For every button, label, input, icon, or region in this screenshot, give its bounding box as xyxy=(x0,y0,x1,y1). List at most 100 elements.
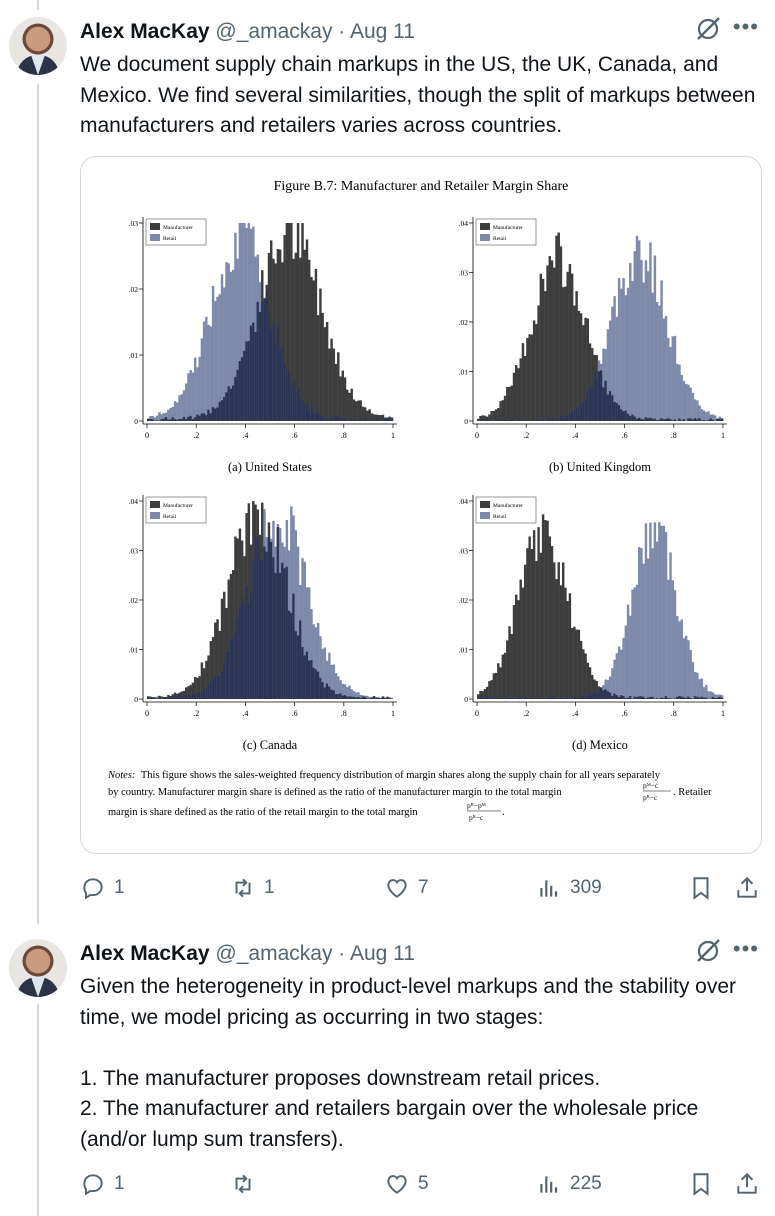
overlap-bar xyxy=(689,418,692,421)
tweet-date[interactable]: Aug 11 xyxy=(349,942,415,965)
overlap-bar xyxy=(541,419,545,421)
overlap-bar xyxy=(702,419,706,421)
overlap-bar xyxy=(586,390,590,421)
overlap-bar xyxy=(546,696,549,699)
like-button[interactable]: 5 xyxy=(384,1168,429,1200)
retail-bar xyxy=(339,680,342,699)
overlap-bar xyxy=(698,418,701,421)
overlap-bar xyxy=(350,419,353,421)
y-tick-label: .01 xyxy=(129,351,139,360)
x-tick-label: 0 xyxy=(145,709,149,718)
manufacturer-bar xyxy=(494,409,498,421)
manufacturer-bar xyxy=(530,548,534,699)
retail-bar xyxy=(316,622,320,699)
views-button[interactable]: 225 xyxy=(536,1168,602,1200)
overlap-bar xyxy=(617,696,621,699)
more-icon[interactable]: ••• xyxy=(732,936,759,961)
retail-bar xyxy=(319,636,322,699)
reply-button[interactable]: 1 xyxy=(80,1168,125,1200)
author-name[interactable]: Alex MacKay xyxy=(80,942,210,965)
manufacturer-bar xyxy=(506,640,509,699)
manufacturer-bar xyxy=(479,416,482,421)
overlap-bar xyxy=(196,414,199,421)
retweet-icon xyxy=(235,1174,251,1194)
overlap-bar xyxy=(310,660,313,699)
overlap-bar xyxy=(523,696,527,699)
overlap-bar xyxy=(548,418,551,421)
share-button[interactable] xyxy=(734,1168,760,1200)
manufacturer-bar xyxy=(187,686,190,699)
manufacturer-bar xyxy=(575,291,578,421)
x-tick-label: 1 xyxy=(721,709,725,718)
retail-bar xyxy=(671,580,674,699)
manufacturer-bar xyxy=(564,286,567,421)
views-icon xyxy=(540,1176,558,1193)
retail-bar xyxy=(687,384,690,421)
overlap-bar xyxy=(176,419,179,421)
retail-bar xyxy=(209,326,213,421)
manufacturer-bar xyxy=(388,697,391,699)
bookmark-button[interactable] xyxy=(688,872,714,904)
overlap-bar xyxy=(586,694,590,699)
avatar[interactable] xyxy=(9,939,67,997)
avatar[interactable] xyxy=(9,17,67,75)
legend-swatch-manufacturer xyxy=(480,223,490,230)
manufacturer-bar xyxy=(198,676,201,699)
retail-bar xyxy=(658,305,661,421)
overlap-bar xyxy=(700,696,704,699)
bookmark-button[interactable] xyxy=(688,1168,714,1200)
tweet-image[interactable]: Figure B.7: Manufacturer and Retailer Ma… xyxy=(80,156,762,854)
overlap-bar xyxy=(490,696,493,699)
reply-icon xyxy=(83,1174,103,1196)
overlap-bar xyxy=(384,698,387,699)
retweet-button[interactable]: 1 xyxy=(230,872,275,904)
author-handle[interactable]: @_amackay xyxy=(215,942,333,965)
overlap-bar xyxy=(673,698,677,699)
manufacturer-bar xyxy=(555,235,558,421)
retail-bar xyxy=(608,676,612,699)
manufacturer-bar xyxy=(499,667,502,699)
retail-bar xyxy=(359,694,362,699)
figure-notes-line2: by country. Manufacturer margin share is… xyxy=(108,787,562,798)
overlap-bar xyxy=(209,681,213,699)
manufacturer-bar xyxy=(539,552,543,699)
share-button[interactable] xyxy=(734,872,760,904)
tweet-date[interactable]: Aug 11 xyxy=(349,20,415,43)
like-button[interactable]: 7 xyxy=(384,872,429,904)
retail-bar xyxy=(332,664,336,699)
x-tick-label: 0 xyxy=(475,431,479,440)
tweet[interactable]: Alex MacKay @_amackay · Aug 11 ••• Given… xyxy=(0,922,775,1216)
overlap-bar xyxy=(147,418,150,421)
more-icon[interactable]: ••• xyxy=(732,14,759,39)
manufacturer-bar xyxy=(211,637,215,699)
retail-bar xyxy=(626,604,630,699)
retail-bar xyxy=(238,223,242,421)
retail-bar xyxy=(673,335,677,421)
overlap-bar xyxy=(366,420,369,421)
overlap-bar xyxy=(682,697,686,699)
tweet[interactable]: Alex MacKay @_amackay · Aug 11 ••• We do… xyxy=(0,0,775,924)
retweet-button[interactable] xyxy=(230,1168,264,1200)
overlap-bar xyxy=(693,418,697,421)
manufacturer-bar xyxy=(508,386,511,421)
overlap-bar xyxy=(339,693,342,699)
grok-icon[interactable] xyxy=(695,16,721,42)
grok-icon[interactable] xyxy=(695,938,721,964)
views-button[interactable]: 309 xyxy=(536,872,602,904)
overlap-bar xyxy=(553,417,556,421)
manufacturer-bar xyxy=(494,672,498,699)
overlap-bar xyxy=(678,418,681,421)
author-handle[interactable]: @_amackay xyxy=(215,20,333,43)
reply-button[interactable]: 1 xyxy=(80,872,125,904)
retail-bar xyxy=(678,364,681,421)
manufacturer-bar xyxy=(539,273,543,421)
author-name[interactable]: Alex MacKay xyxy=(80,20,210,43)
retail-bar xyxy=(629,615,632,699)
retail-bar xyxy=(167,409,170,421)
overlap-bar xyxy=(544,697,547,699)
overlap-bar xyxy=(528,697,531,699)
notes-fraction2-numerator: pᴿ−pᴹ xyxy=(467,801,486,810)
retail-bar xyxy=(196,367,199,421)
manufacturer-bar xyxy=(579,313,583,421)
histogram-panel: 0 .2 .4 .6 .8 1 0 .01 .02 .03 Manufacturer Retail (a… xyxy=(129,217,397,474)
